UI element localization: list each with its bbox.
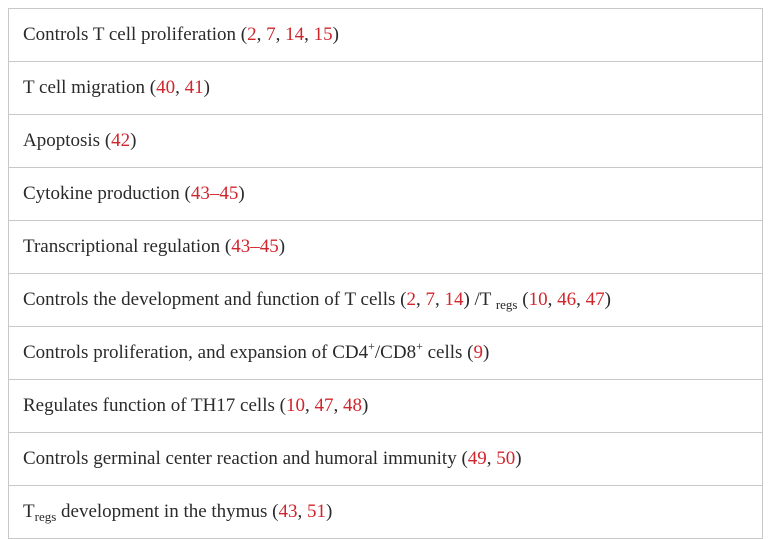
table-row: Controls the development and function of…: [8, 273, 763, 327]
reference-link[interactable]: 49: [467, 448, 487, 469]
table-cell: Controls germinal center reaction and hu…: [8, 432, 763, 486]
cell-text: development in the thymus (: [56, 501, 279, 522]
table-row: Cytokine production (43–45): [8, 167, 763, 221]
table-body: Controls T cell proliferation (2, 7, 14,…: [8, 8, 763, 539]
table-cell: Transcriptional regulation (43–45): [8, 220, 763, 274]
reference-link[interactable]: 47: [585, 289, 605, 310]
subscript-text: regs: [495, 297, 518, 312]
cell-text: ): [238, 183, 245, 204]
cell-text: ,: [547, 289, 558, 310]
cell-text: T: [23, 501, 35, 522]
reference-link[interactable]: 2: [406, 289, 416, 310]
reference-link[interactable]: 43–45: [190, 183, 239, 204]
table-row: Transcriptional regulation (43–45): [8, 220, 763, 274]
cell-text: ,: [304, 24, 314, 45]
cell-text: ,: [333, 395, 343, 416]
reference-link[interactable]: 48: [342, 395, 362, 416]
reference-link[interactable]: 43–45: [231, 236, 279, 257]
reference-link[interactable]: 40: [156, 77, 176, 98]
reference-link[interactable]: 7: [266, 24, 276, 45]
cell-text: ): [483, 342, 490, 363]
reference-link[interactable]: 14: [444, 289, 464, 310]
reference-link[interactable]: 15: [313, 24, 333, 45]
cell-text: ): [515, 448, 522, 469]
reference-link[interactable]: 7: [425, 289, 435, 310]
table-cell: Apoptosis (42): [8, 114, 763, 168]
cell-text: T cell migration (: [23, 77, 157, 98]
cell-text: Controls T cell proliferation (: [23, 24, 248, 45]
cell-text: ,: [175, 77, 185, 98]
reference-link[interactable]: 51: [306, 501, 326, 522]
reference-link[interactable]: 41: [184, 77, 204, 98]
cell-text: ,: [304, 395, 315, 416]
superscript-text: +: [416, 339, 423, 353]
cell-text: ,: [434, 289, 445, 310]
subscript-text: regs: [34, 509, 57, 524]
table-cell: Cytokine production (43–45): [8, 167, 763, 221]
cell-text: Controls the development and function of…: [23, 289, 407, 310]
table-cell: Tregs development in the thymus (43, 51): [8, 485, 763, 539]
function-table-container: Controls T cell proliferation (2, 7, 14,…: [8, 8, 763, 539]
cell-text: ): [325, 501, 333, 522]
cell-text: ,: [297, 501, 307, 522]
reference-link[interactable]: 43: [278, 501, 298, 522]
cell-text: ): [130, 130, 137, 151]
cell-text: ): [278, 236, 286, 257]
table-row: T cell migration (40, 41): [8, 61, 763, 115]
cell-text: (: [517, 289, 529, 310]
reference-link[interactable]: 14: [285, 24, 305, 45]
cell-text: ): [604, 289, 611, 310]
reference-link[interactable]: 9: [473, 342, 484, 363]
table-row: Tregs development in the thymus (43, 51): [8, 485, 763, 539]
table-row: Regulates function of TH17 cells (10, 47…: [8, 379, 763, 433]
table-cell: Controls the development and function of…: [8, 273, 763, 327]
cell-text: cells (: [422, 342, 474, 363]
table-cell: Controls T cell proliferation (2, 7, 14,…: [8, 8, 763, 62]
cell-text: ): [361, 395, 369, 416]
table-cell: Regulates function of TH17 cells (10, 47…: [8, 379, 763, 433]
cell-text: ,: [415, 289, 426, 310]
cell-text: Cytokine production (: [23, 183, 191, 204]
cell-text: ,: [256, 24, 267, 45]
cell-text: Transcriptional regulation (: [23, 236, 232, 257]
table-row: Controls germinal center reaction and hu…: [8, 432, 763, 486]
cell-text: ) /T: [463, 289, 496, 310]
function-table: Controls T cell proliferation (2, 7, 14,…: [8, 8, 763, 539]
reference-link[interactable]: 42: [111, 130, 131, 151]
table-row: Apoptosis (42): [8, 114, 763, 168]
superscript-text: +: [368, 339, 375, 353]
cell-text: ,: [576, 289, 586, 310]
table-row: Controls T cell proliferation (2, 7, 14,…: [8, 8, 763, 62]
reference-link[interactable]: 50: [496, 448, 516, 469]
reference-link[interactable]: 10: [528, 289, 548, 310]
reference-link[interactable]: 10: [285, 395, 305, 416]
cell-text: /CD8: [374, 342, 417, 363]
cell-text: ): [203, 77, 210, 98]
cell-text: Controls proliferation, and expansion of…: [23, 342, 369, 363]
table-row: Controls proliferation, and expansion of…: [8, 326, 763, 380]
cell-text: ): [332, 24, 339, 45]
cell-text: Apoptosis (: [23, 130, 112, 151]
reference-link[interactable]: 46: [557, 289, 577, 310]
reference-link[interactable]: 47: [314, 395, 334, 416]
reference-link[interactable]: 2: [247, 24, 257, 45]
table-cell: T cell migration (40, 41): [8, 61, 763, 115]
table-cell: Controls proliferation, and expansion of…: [8, 326, 763, 380]
cell-text: ,: [275, 24, 286, 45]
cell-text: ,: [486, 448, 497, 469]
cell-text: Regulates function of TH17 cells (: [23, 395, 286, 416]
cell-text: Controls germinal center reaction and hu…: [23, 448, 468, 469]
